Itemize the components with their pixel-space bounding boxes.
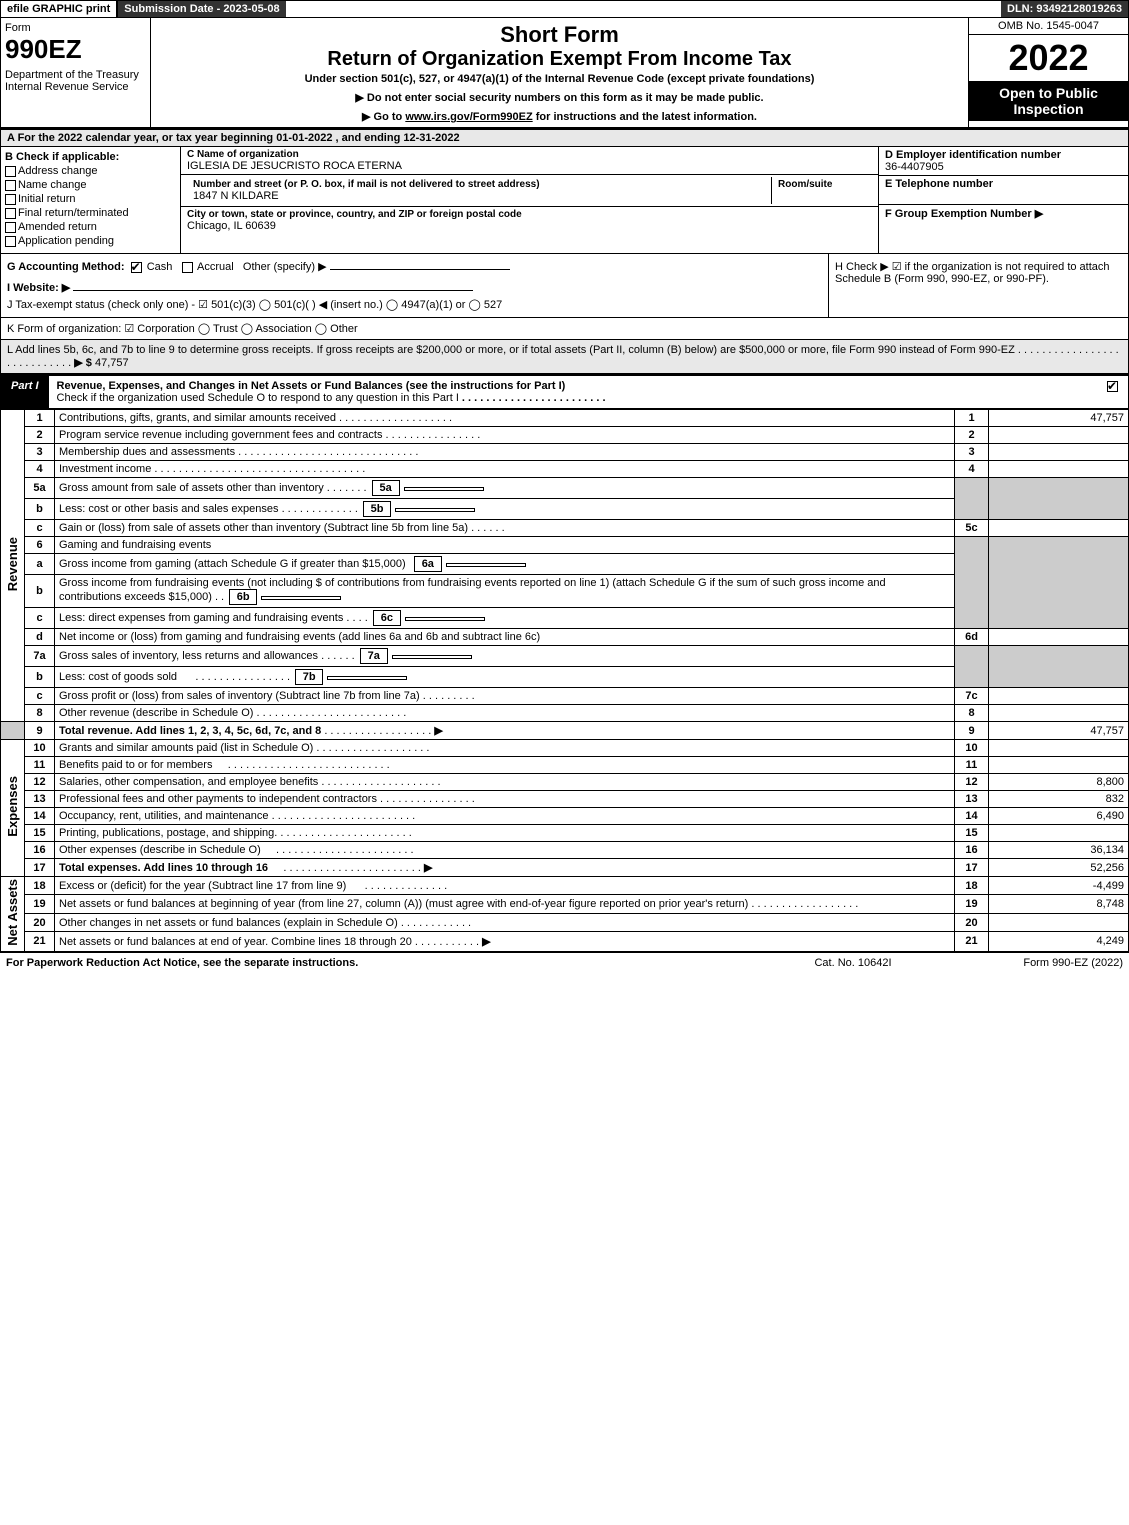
chk-name-change[interactable]: Name change: [5, 179, 176, 191]
website-label: I Website: ▶: [7, 282, 70, 294]
ein-value: 36-4407905: [885, 161, 1122, 173]
org-name: IGLESIA DE JESUCRISTO ROCA ETERNA: [187, 160, 872, 172]
header-left: Form 990EZ Department of the Treasury In…: [1, 18, 151, 127]
gross-receipts-line: L Add lines 5b, 6c, and 7b to line 9 to …: [0, 340, 1129, 374]
col-d-ein: D Employer identification number 36-4407…: [878, 147, 1128, 253]
form-of-organization: K Form of organization: ☑ Corporation ◯ …: [0, 318, 1129, 340]
calendar-year-row: A For the 2022 calendar year, or tax yea…: [0, 128, 1129, 147]
col-b-header: B Check if applicable:: [5, 151, 176, 163]
page-footer: For Paperwork Reduction Act Notice, see …: [0, 952, 1129, 973]
form-id-footer: Form 990-EZ (2022): [943, 957, 1123, 969]
note2-pre: ▶ Go to: [362, 111, 405, 123]
chk-schedule-o[interactable]: [1107, 381, 1118, 392]
amt-12: 8,800: [989, 774, 1129, 791]
tax-exempt-status: J Tax-exempt status (check only one) - ☑…: [7, 298, 822, 311]
chk-cash[interactable]: [131, 262, 142, 273]
amt-18: -4,499: [989, 877, 1129, 895]
submission-date-button[interactable]: Submission Date - 2023-05-08: [118, 1, 285, 17]
section-bcd: B Check if applicable: Address change Na…: [0, 147, 1129, 254]
header-center: Short Form Return of Organization Exempt…: [151, 18, 968, 127]
amt-19: 8,748: [989, 895, 1129, 913]
part1-subtitle: Check if the organization used Schedule …: [57, 392, 459, 404]
header-right: OMB No. 1545-0047 2022 Open to Public In…: [968, 18, 1128, 127]
netassets-rotated-label: Net Assets: [1, 877, 25, 952]
street-label: Number and street (or P. O. box, if mail…: [193, 179, 765, 190]
chk-application-pending[interactable]: Application pending: [5, 235, 176, 247]
irs-link[interactable]: www.irs.gov/Form990EZ: [405, 111, 532, 123]
chk-initial-return[interactable]: Initial return: [5, 193, 176, 205]
paperwork-notice: For Paperwork Reduction Act Notice, see …: [6, 957, 763, 969]
tax-year: 2022: [969, 35, 1128, 81]
omb-number: OMB No. 1545-0047: [969, 18, 1128, 35]
department-label: Department of the Treasury Internal Reve…: [5, 69, 146, 93]
dln-label: DLN: 93492128019263: [1001, 1, 1128, 17]
form-word: Form: [5, 22, 146, 34]
part1-tab: Part I: [1, 376, 49, 408]
city-label: City or town, state or province, country…: [187, 209, 872, 220]
form-subtitle: Under section 501(c), 527, or 4947(a)(1)…: [159, 73, 960, 85]
amt-16: 36,134: [989, 842, 1129, 859]
ssn-warning: ▶ Do not enter social security numbers o…: [159, 91, 960, 104]
form-number: 990EZ: [5, 34, 146, 65]
street-address: 1847 N KILDARE: [193, 190, 765, 202]
ein-label: D Employer identification number: [885, 149, 1122, 161]
schedule-b-check: H Check ▶ ☑ if the organization is not r…: [828, 254, 1128, 317]
form-title: Return of Organization Exempt From Incom…: [159, 48, 960, 71]
col-c-org-info: C Name of organization IGLESIA DE JESUCR…: [181, 147, 878, 253]
chk-amended-return[interactable]: Amended return: [5, 221, 176, 233]
expenses-rotated-label: Expenses: [1, 740, 25, 877]
group-exemption-label: F Group Exemption Number ▶: [885, 207, 1122, 220]
telephone-label: E Telephone number: [885, 178, 1122, 190]
note2-post: for instructions and the latest informat…: [533, 111, 757, 123]
city-state-zip: Chicago, IL 60639: [187, 220, 872, 232]
instructions-link-line: ▶ Go to www.irs.gov/Form990EZ for instru…: [159, 110, 960, 123]
efile-print-button[interactable]: efile GRAPHIC print: [1, 1, 118, 17]
form-header: Form 990EZ Department of the Treasury In…: [0, 18, 1129, 128]
amt-17-total-expenses: 52,256: [989, 859, 1129, 877]
amt-14: 6,490: [989, 808, 1129, 825]
revenue-rotated-label: Revenue: [1, 410, 25, 722]
gross-receipts-value: 47,757: [95, 357, 129, 369]
room-label: Room/suite: [778, 179, 866, 190]
short-form-title: Short Form: [159, 22, 960, 48]
cat-no: Cat. No. 10642I: [763, 957, 943, 969]
accounting-method: G Accounting Method: Cash Accrual Other …: [1, 254, 828, 317]
open-to-public: Open to Public Inspection: [969, 81, 1128, 121]
chk-accrual[interactable]: [182, 262, 193, 273]
chk-address-change[interactable]: Address change: [5, 165, 176, 177]
chk-final-return[interactable]: Final return/terminated: [5, 207, 176, 219]
col-b-checkboxes: B Check if applicable: Address change Na…: [1, 147, 181, 253]
row-gh: G Accounting Method: Cash Accrual Other …: [0, 254, 1129, 318]
org-name-label: C Name of organization: [187, 149, 872, 160]
amt-21: 4,249: [989, 932, 1129, 952]
part1-table: Revenue 1Contributions, gifts, grants, a…: [0, 409, 1129, 952]
part1-title: Revenue, Expenses, and Changes in Net As…: [57, 380, 566, 392]
amt-1: 47,757: [989, 410, 1129, 427]
top-bar: efile GRAPHIC print Submission Date - 20…: [0, 0, 1129, 18]
amt-9-total-revenue: 47,757: [989, 722, 1129, 740]
amt-13: 832: [989, 791, 1129, 808]
part1-header: Part I Revenue, Expenses, and Changes in…: [0, 374, 1129, 409]
